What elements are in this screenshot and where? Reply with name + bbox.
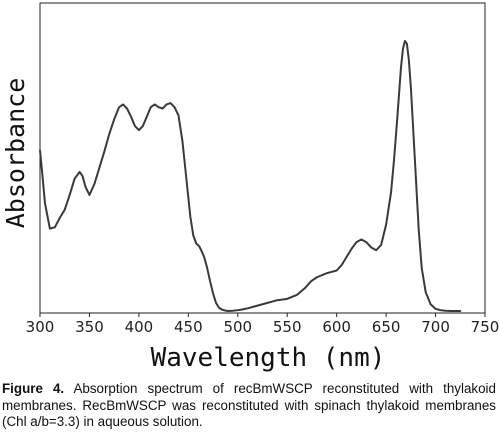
x-tick-label: 500 [223,318,252,336]
x-tick-label: 700 [421,318,450,336]
figure-label: Figure 4. [2,381,65,396]
caption-text: Absorption spectrum of recBmWSCP reconst… [2,381,496,429]
plot-frame [39,2,486,314]
x-tick-label: 650 [372,318,401,336]
x-tick-label: 350 [75,318,104,336]
x-axis-ticks: 300 350 400 450 500 550 600 650 700 750 [26,313,500,336]
x-tick-label: 300 [26,318,55,336]
y-axis-title: Absorbance [1,78,30,229]
figure-caption: Figure 4. Absorption spectrum of recBmWS… [2,381,496,431]
x-tick-label: 750 [471,318,500,336]
absorption-spectrum-chart: 300 350 400 450 500 550 600 650 700 750 Wavelengt… [1,2,500,373]
x-tick-label: 550 [273,318,302,336]
absorbance-line [39,40,462,312]
x-tick-label: 400 [125,318,154,336]
x-tick-label: 600 [322,318,351,336]
x-tick-label: 450 [174,318,203,336]
x-axis-title: Wavelength (nm) [151,343,386,373]
